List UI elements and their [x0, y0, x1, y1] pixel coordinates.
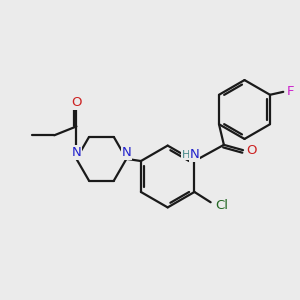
Text: F: F — [287, 85, 294, 98]
Text: N: N — [190, 148, 199, 161]
Text: O: O — [71, 95, 82, 109]
Text: N: N — [71, 146, 81, 159]
Text: H: H — [182, 150, 190, 160]
Text: O: O — [247, 144, 257, 157]
Text: Cl: Cl — [215, 199, 228, 212]
Text: N: N — [122, 146, 131, 159]
